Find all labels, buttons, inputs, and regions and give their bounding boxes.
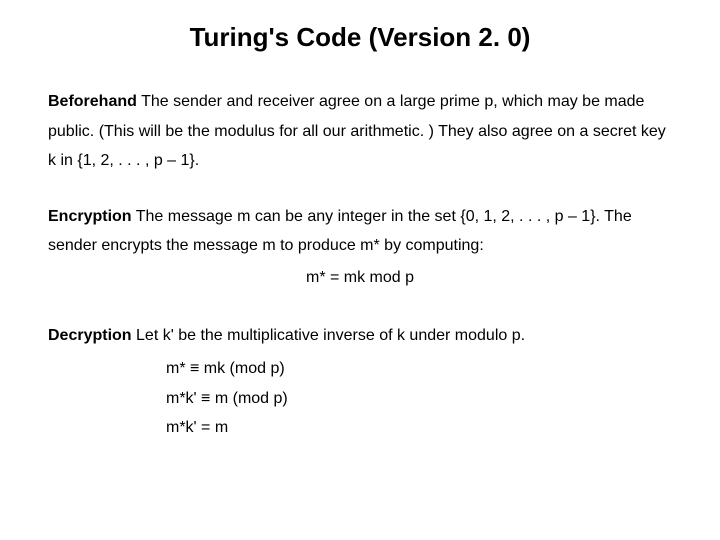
slide-container: Turing's Code (Version 2. 0) Beforehand … bbox=[0, 0, 720, 463]
decryption-line-3: m*k' = m bbox=[166, 413, 672, 443]
beforehand-label: Beforehand bbox=[48, 93, 137, 110]
decryption-line-2: m*k' ≡ m (mod p) bbox=[166, 384, 672, 414]
section-decryption: Decryption Let k' be the multiplicative … bbox=[48, 321, 672, 351]
encryption-equation: m* = mk mod p bbox=[48, 263, 672, 293]
decryption-label: Decryption bbox=[48, 327, 132, 344]
section-encryption: Encryption The message m can be any inte… bbox=[48, 202, 672, 293]
beforehand-text: The sender and receiver agree on a large… bbox=[48, 93, 666, 169]
decryption-line-1: m* ≡ mk (mod p) bbox=[166, 354, 672, 384]
encryption-text: The message m can be any integer in the … bbox=[48, 208, 632, 255]
encryption-label: Encryption bbox=[48, 208, 132, 225]
slide-title: Turing's Code (Version 2. 0) bbox=[48, 22, 672, 53]
decryption-lines: m* ≡ mk (mod p) m*k' ≡ m (mod p) m*k' = … bbox=[166, 354, 672, 443]
section-beforehand: Beforehand The sender and receiver agree… bbox=[48, 87, 672, 176]
decryption-text: Let k' be the multiplicative inverse of … bbox=[132, 327, 525, 344]
